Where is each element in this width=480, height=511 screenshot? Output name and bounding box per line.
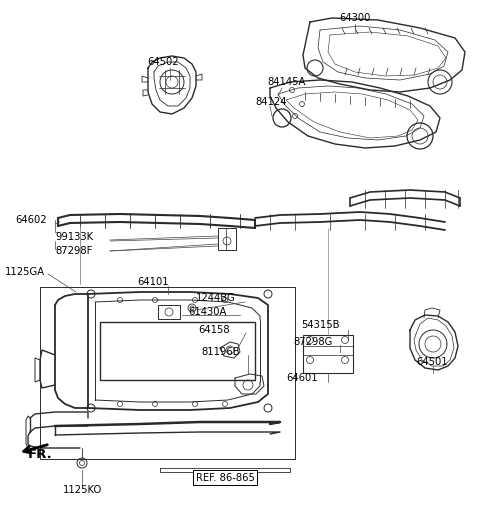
Text: 87298F: 87298F (55, 246, 92, 256)
Text: 84124: 84124 (255, 97, 287, 107)
Text: 64602: 64602 (15, 215, 47, 225)
Text: 87298G: 87298G (293, 337, 332, 347)
Text: 1244BG: 1244BG (196, 293, 236, 303)
Text: 64502: 64502 (147, 57, 179, 67)
Bar (40, 287, 295, 459)
Text: 84145A: 84145A (267, 77, 305, 87)
Text: 1125GA: 1125GA (5, 267, 45, 277)
Text: 81196B: 81196B (201, 347, 240, 357)
Text: 64158: 64158 (198, 325, 229, 335)
Text: REF. 86-865: REF. 86-865 (195, 473, 254, 483)
Bar (158, 305, 180, 319)
Text: 64601: 64601 (286, 373, 318, 383)
Text: FR.: FR. (28, 449, 53, 461)
Text: 64300: 64300 (339, 13, 371, 23)
Text: 1125KO: 1125KO (62, 485, 102, 495)
Bar (100, 322, 255, 380)
Bar (218, 228, 236, 250)
Bar (303, 335, 353, 373)
Text: 99133K: 99133K (55, 232, 93, 242)
Text: 64501: 64501 (416, 357, 448, 367)
Text: 64101: 64101 (137, 277, 168, 287)
Text: 61430A: 61430A (188, 307, 227, 317)
Text: 54315B: 54315B (301, 320, 339, 330)
